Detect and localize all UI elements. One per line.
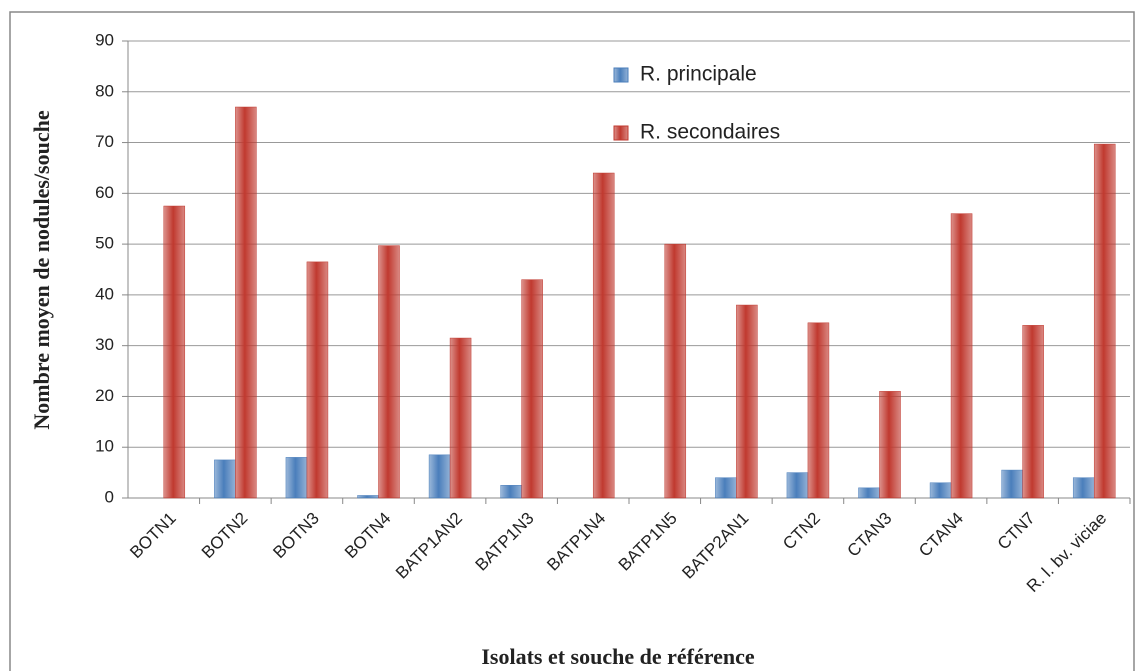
y-tick-label: 90: [95, 30, 114, 49]
y-tick-label: 20: [95, 386, 114, 405]
bar: [592, 172, 615, 499]
bar: [306, 261, 329, 499]
y-tick-label: 30: [95, 335, 114, 354]
bar: [1072, 477, 1095, 499]
bar: [285, 457, 308, 499]
legend-swatch: [613, 125, 629, 141]
y-tick-label: 10: [95, 437, 114, 456]
bar: [736, 304, 758, 499]
bar: [879, 391, 901, 499]
bar: [163, 205, 186, 499]
y-tick-label: 70: [95, 132, 114, 151]
y-tick-label: 50: [95, 234, 114, 253]
y-tick-label: 0: [105, 487, 114, 506]
bar: [929, 482, 952, 499]
bar: [449, 337, 472, 499]
x-axis-title: Isolats et souche de référence: [481, 644, 755, 669]
bar: [378, 245, 400, 499]
chart-frame: [9, 11, 1135, 671]
bar: [786, 472, 809, 499]
bar: [1093, 143, 1116, 499]
bar: [357, 495, 379, 499]
bar: [521, 279, 543, 499]
bar: [1001, 469, 1023, 499]
bar: [500, 485, 522, 499]
bar: [807, 322, 830, 499]
bar: [664, 243, 687, 499]
legend-label: R. principale: [640, 63, 757, 86]
y-axis-title: Nombre moyen de nodules/souche: [29, 110, 54, 429]
bar: [715, 477, 737, 499]
legend-label: R. secondaires: [640, 121, 780, 144]
bar: [858, 487, 880, 499]
y-tick-label: 40: [95, 284, 114, 303]
bar: [214, 459, 236, 499]
legend-swatch: [613, 67, 629, 83]
y-tick-label: 80: [95, 81, 114, 100]
bar: [950, 213, 973, 499]
bar: [1022, 325, 1044, 499]
y-tick-label: 60: [95, 183, 114, 202]
bar: [428, 454, 451, 499]
bar: [235, 106, 257, 499]
